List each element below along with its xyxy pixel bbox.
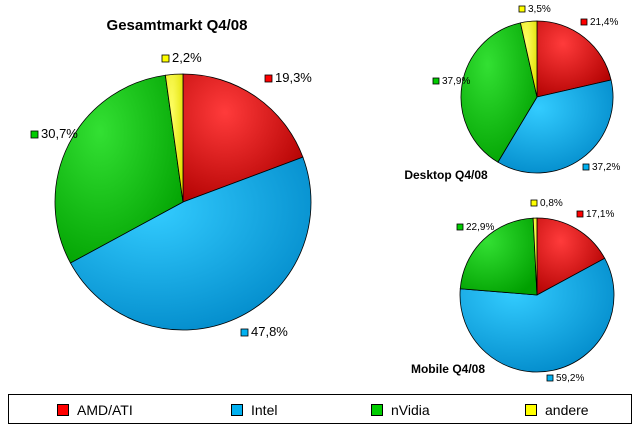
data-label-gesamtmarkt-andere: 2,2% <box>172 50 202 65</box>
pie-slice-desktop-andere <box>519 20 538 98</box>
legend-item-andere: andere <box>525 402 589 418</box>
pie-slice-desktop-amd <box>536 20 612 98</box>
legend-swatch-nvidia <box>371 404 383 416</box>
legend-label-amd: AMD/ATI <box>77 402 133 418</box>
data-label-gesamtmarkt-amd: 19,3% <box>275 70 312 85</box>
legend: AMD/ATI Intel nVidia andere <box>8 394 632 424</box>
pie-slice-gesamtmarkt-intel <box>69 156 312 331</box>
legend-label-andere: andere <box>545 402 589 418</box>
label-swatch-desktop-amd <box>580 18 588 26</box>
chart-title-mobile: Mobile Q4/08 <box>411 362 485 376</box>
label-swatch-desktop-andere <box>518 5 526 13</box>
pie-mobile: 17,1% 59,2% 22,9% 0,8% Mobile Q4/08 <box>411 198 614 384</box>
data-label-desktop-nvidia: 37,9% <box>442 76 470 87</box>
legend-swatch-intel <box>231 404 243 416</box>
data-label-gesamtmarkt-intel: 47,8% <box>251 324 288 339</box>
chart-title-desktop: Desktop Q4/08 <box>404 168 488 182</box>
data-label-desktop-intel: 37,2% <box>592 162 620 173</box>
data-label-desktop-amd: 21,4% <box>590 17 618 28</box>
label-swatch-gesamtmarkt-nvidia <box>30 130 39 139</box>
pie-slice-mobile-amd <box>536 217 606 296</box>
pie-slice-gesamtmarkt-andere <box>164 73 184 203</box>
pie-charts-figure: Gesamtmarkt Q4/08 19,3% 47,8% 30,7% 2,2% 21… <box>30 4 620 384</box>
label-swatch-desktop-nvidia <box>432 77 440 85</box>
pie-slice-desktop-intel <box>497 79 614 174</box>
label-swatch-desktop-intel <box>582 163 590 171</box>
pie-slice-mobile-andere <box>532 217 538 296</box>
data-label-mobile-intel: 59,2% <box>556 373 584 384</box>
data-label-mobile-andere: 0,8% <box>540 198 563 209</box>
data-label-mobile-nvidia: 22,9% <box>466 222 494 233</box>
pie-slice-gesamtmarkt-nvidia <box>54 74 184 264</box>
legend-item-nvidia: nVidia <box>371 402 430 418</box>
chart-title-gesamtmarkt: Gesamtmarkt Q4/08 <box>107 17 248 34</box>
label-swatch-mobile-nvidia <box>456 223 464 231</box>
legend-swatch-andere <box>525 404 537 416</box>
pie-slice-mobile-intel <box>459 257 615 373</box>
pie-slice-gesamtmarkt-amd <box>182 73 304 203</box>
label-swatch-gesamtmarkt-amd <box>264 74 273 83</box>
pie-gesamtmarkt: Gesamtmarkt Q4/08 19,3% 47,8% 30,7% 2,2% <box>30 17 312 339</box>
label-swatch-mobile-andere <box>530 199 538 207</box>
pie-desktop: 21,4% 37,2% 37,9% 3,5% Desktop Q4/08 <box>404 4 620 182</box>
label-swatch-gesamtmarkt-intel <box>240 328 249 337</box>
legend-label-nvidia: nVidia <box>391 402 430 418</box>
pie-slice-desktop-nvidia <box>460 22 538 163</box>
legend-label-intel: Intel <box>251 402 278 418</box>
data-label-gesamtmarkt-nvidia: 30,7% <box>41 126 78 141</box>
label-swatch-mobile-intel <box>546 374 554 382</box>
label-swatch-gesamtmarkt-andere <box>161 54 170 63</box>
label-swatch-mobile-amd <box>576 210 584 218</box>
pie-slice-mobile-nvidia <box>459 217 538 296</box>
legend-swatch-amd <box>57 404 69 416</box>
legend-item-intel: Intel <box>231 402 277 418</box>
legend-item-amd: AMD/ATI <box>57 402 133 418</box>
data-label-desktop-andere: 3,5% <box>528 4 551 15</box>
data-label-mobile-amd: 17,1% <box>586 209 614 220</box>
